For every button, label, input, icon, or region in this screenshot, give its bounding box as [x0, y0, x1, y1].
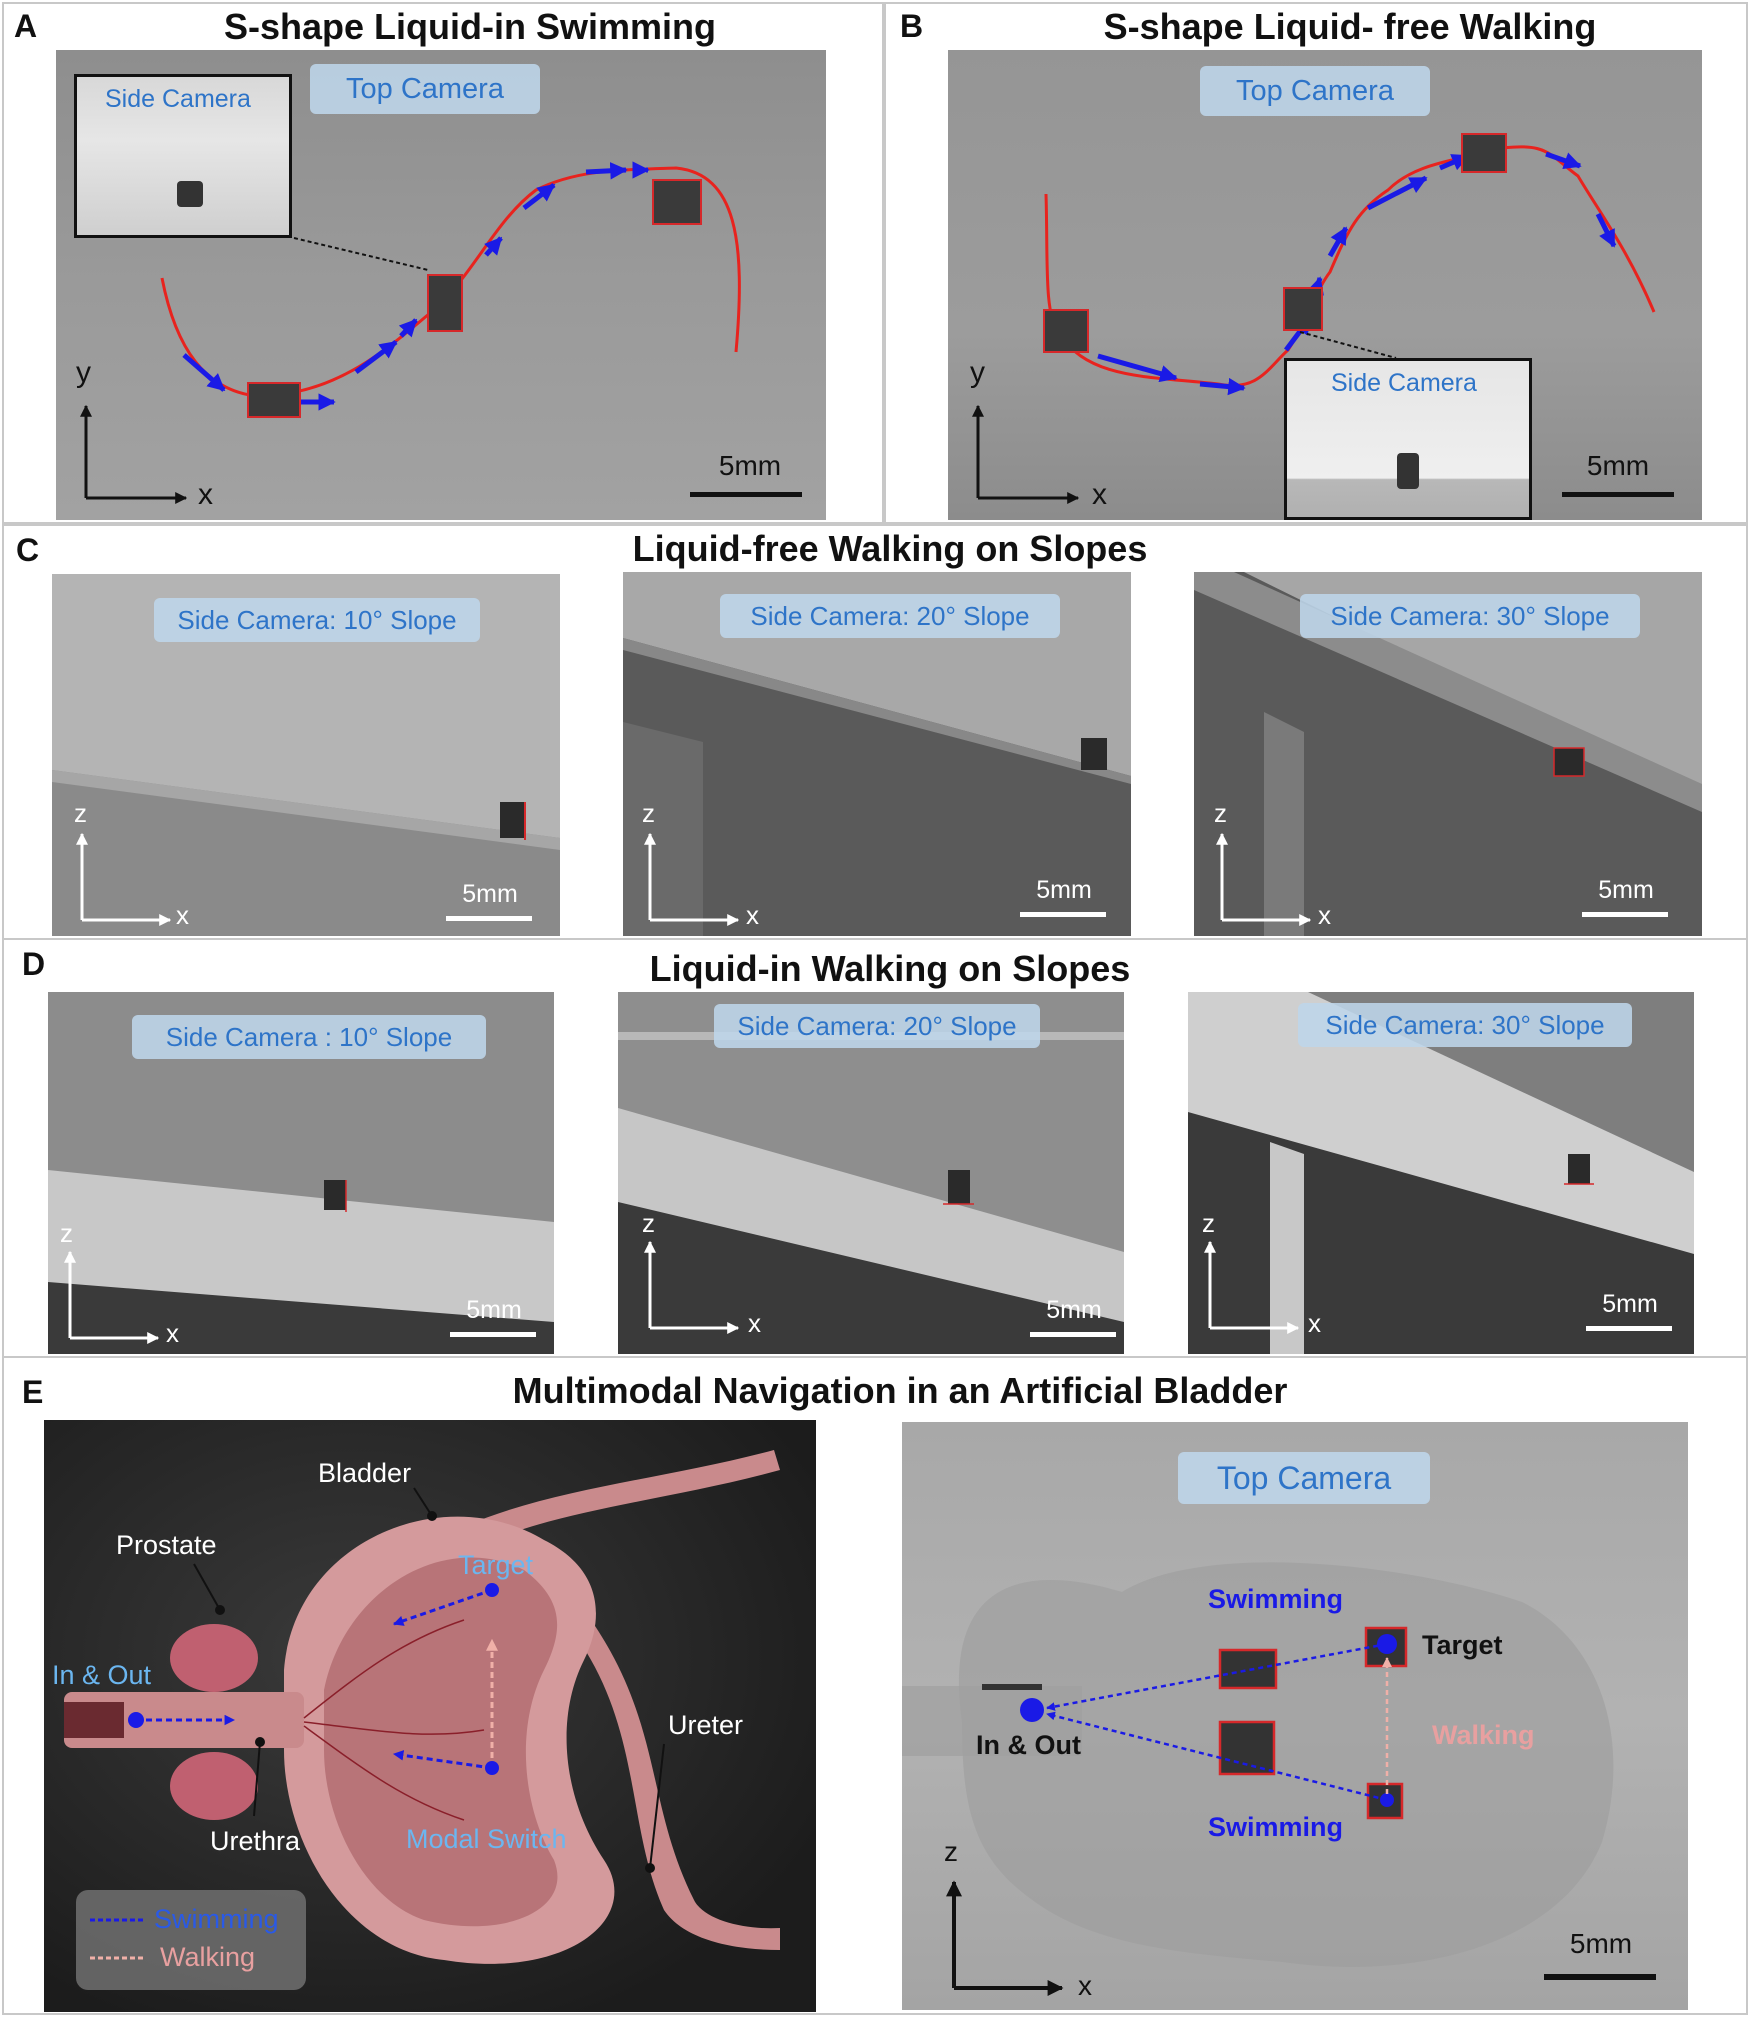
- panel-c-letter: C: [16, 532, 40, 568]
- axis-x-label: x: [176, 900, 189, 930]
- panel-a-letter: A: [14, 8, 38, 44]
- panel-b-title: S-shape Liquid- free Walking: [1103, 6, 1597, 47]
- scale-label: 5mm: [462, 880, 518, 908]
- panel-e: [2, 1356, 1748, 2015]
- axis-arrows: [76, 832, 172, 926]
- d-view-20: [618, 992, 1124, 1354]
- scale-label: 5mm: [1602, 1290, 1658, 1318]
- legend-swimming: Swimming: [154, 1904, 279, 1934]
- scale-label: 5mm: [1046, 1296, 1102, 1324]
- scale-bar: [1582, 912, 1668, 917]
- top-camera-label: Top Camera: [310, 64, 540, 114]
- panel-a: [2, 2, 886, 524]
- scale-label: 5mm: [1586, 450, 1650, 481]
- axis-z-label: z: [74, 798, 87, 828]
- scale-bar: [446, 916, 532, 921]
- label-urethra: Urethra: [210, 1826, 301, 1856]
- top-camera-label: Top Camera: [1178, 1452, 1430, 1504]
- axis-x-label: x: [746, 900, 759, 930]
- legend-walking: Walking: [160, 1942, 256, 1972]
- scale-bar: [1030, 1332, 1116, 1337]
- inset-robot: [177, 181, 203, 207]
- panel-e-letter: E: [22, 1374, 44, 1410]
- axis-x-label: x: [166, 1318, 179, 1348]
- label-prostate: Prostate: [116, 1530, 217, 1560]
- label-in-out: In & Out: [52, 1660, 152, 1690]
- side-camera-inset: Side Camera: [1284, 358, 1532, 520]
- panel-a-title: S-shape Liquid-in Swimming: [223, 6, 716, 47]
- axis-z-label: z: [944, 1836, 958, 1867]
- d-view-10-label: Side Camera : 10° Slope: [132, 1015, 486, 1059]
- axis-z-label: z: [1214, 798, 1227, 828]
- scale-bar: [1586, 1326, 1672, 1331]
- scale-label: 5mm: [1598, 876, 1654, 904]
- panel-b-letter: B: [900, 8, 924, 44]
- axis-z-label: z: [642, 1208, 655, 1238]
- scale-label: 5mm: [1569, 1928, 1633, 1959]
- axis-x-label: x: [1078, 1970, 1092, 2001]
- axis-arrows: [64, 1250, 160, 1344]
- label-swimming-bottom: Swimming: [1208, 1812, 1344, 1842]
- label-bladder: Bladder: [318, 1458, 412, 1488]
- d-view-30-label: Side Camera: 30° Slope: [1298, 1003, 1632, 1047]
- d-view-30: [1188, 992, 1694, 1354]
- axis-arrows: [80, 404, 188, 504]
- scale-label: 5mm: [718, 450, 782, 481]
- axis-x-label: x: [1308, 1308, 1321, 1338]
- panel-a-photo: Side Camera: [56, 50, 826, 520]
- axis-y-label: y: [970, 356, 985, 389]
- axis-x-label: x: [198, 478, 213, 511]
- scale-bar: [450, 1332, 536, 1337]
- side-camera-label: Side Camera: [105, 85, 251, 113]
- axis-x-label: x: [1092, 478, 1107, 511]
- axis-y-label: y: [76, 356, 91, 389]
- panel-d-title: Liquid-in Walking on Slopes: [649, 948, 1131, 989]
- axis-arrows: [1204, 1240, 1300, 1334]
- axis-arrows: [644, 1240, 740, 1334]
- top-camera-label: Top Camera: [1200, 66, 1430, 116]
- axis-arrows: [972, 404, 1080, 504]
- panel-b: [882, 2, 1748, 524]
- label-target: Target: [458, 1550, 534, 1580]
- c-view-10-label: Side Camera: 10° Slope: [154, 598, 480, 642]
- inset-robot: [1397, 453, 1419, 489]
- label-in-out: In & Out: [976, 1730, 1081, 1760]
- label-target: Target: [1422, 1630, 1503, 1660]
- bladder-top-photo: Top Camera Swimming Target In & Out Walk…: [902, 1422, 1688, 2010]
- panel-d-letter: D: [22, 946, 46, 982]
- axis-arrows: [644, 832, 740, 926]
- scale-bar: [1562, 492, 1674, 497]
- side-camera-inset: Side Camera: [74, 74, 292, 238]
- label-ureter: Ureter: [668, 1710, 744, 1740]
- d-view-20-label: Side Camera: 20° Slope: [714, 1004, 1040, 1048]
- label-swimming-top: Swimming: [1208, 1584, 1344, 1614]
- axis-z-label: z: [60, 1218, 73, 1248]
- scale-bar: [1020, 912, 1106, 917]
- bladder-diagram: Bladder Prostate Target In & Out Urethra…: [44, 1420, 816, 2012]
- panel-e-title: Multimodal Navigation in an Artificial B…: [512, 1370, 1288, 1411]
- scale-label: 5mm: [466, 1296, 522, 1324]
- label-modal-switch: Modal Switch: [406, 1824, 567, 1854]
- c-view-30-label: Side Camera: 30° Slope: [1300, 594, 1640, 638]
- panel-b-photo: Side Camera: [948, 50, 1702, 520]
- label-walking: Walking: [1432, 1720, 1535, 1750]
- scale-label: 5mm: [1036, 876, 1092, 904]
- axis-z-label: z: [642, 798, 655, 828]
- axis-x-label: x: [748, 1308, 761, 1338]
- scale-bar: [690, 492, 802, 497]
- panel-c-title: Liquid-free Walking on Slopes: [632, 528, 1148, 569]
- c-view-20-label: Side Camera: 20° Slope: [720, 594, 1060, 638]
- axis-x-label: x: [1318, 900, 1331, 930]
- axis-z-label: z: [1202, 1208, 1215, 1238]
- side-camera-label: Side Camera: [1331, 369, 1477, 397]
- axis-arrows: [1216, 832, 1312, 926]
